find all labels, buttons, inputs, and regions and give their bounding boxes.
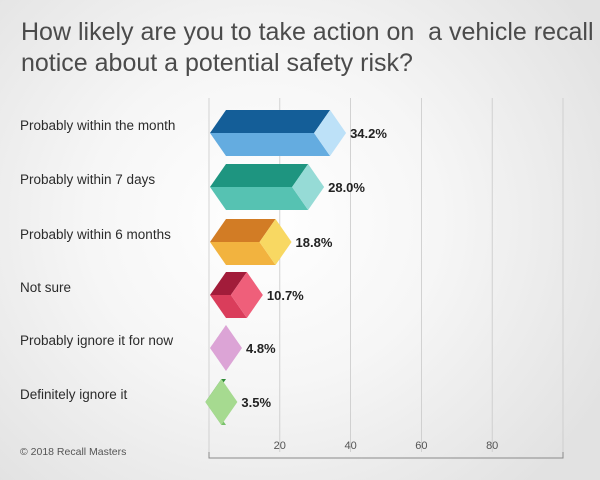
bar-top-face xyxy=(210,272,247,295)
category-label: Probably within 6 months xyxy=(20,227,171,242)
value-label: 4.8% xyxy=(246,341,276,356)
x-tick-label: 40 xyxy=(344,440,356,452)
category-label: Probably within 7 days xyxy=(20,172,155,187)
bar-front-face xyxy=(210,295,247,318)
chart-title: How likely are you to take action on a v… xyxy=(21,17,594,79)
category-label: Probably within the month xyxy=(20,118,175,133)
category-label: Probably ignore it for now xyxy=(20,333,173,348)
value-label: 18.8% xyxy=(296,235,333,250)
bar-front-face xyxy=(210,187,309,210)
bar-front-face xyxy=(210,242,276,265)
x-tick-label: 80 xyxy=(486,440,498,452)
value-label: 10.7% xyxy=(267,288,304,303)
bar-top-face xyxy=(210,164,309,187)
x-tick-label: 60 xyxy=(415,440,427,452)
chart-title-line-1: How likely are you to take action on a v… xyxy=(21,18,594,46)
x-tick-label: 20 xyxy=(274,440,286,452)
chart-title-line-2: notice about a potential safety risk? xyxy=(21,49,413,77)
bar-top-face xyxy=(210,110,331,133)
bar-end-cap xyxy=(314,110,347,156)
category-label: Definitely ignore it xyxy=(20,387,128,402)
x-axis-line xyxy=(208,452,564,459)
bar-end-cap xyxy=(292,164,325,210)
bar-end-cap xyxy=(230,272,263,318)
value-label: 3.5% xyxy=(241,395,271,410)
category-label: Not sure xyxy=(20,280,71,295)
value-label: 34.2% xyxy=(350,126,387,141)
bar-top-face xyxy=(210,219,276,242)
value-label: 28.0% xyxy=(328,180,365,195)
bar-end-cap xyxy=(205,379,238,425)
bar-front-face xyxy=(210,133,331,156)
copyright-text: © 2018 Recall Masters xyxy=(20,446,127,458)
bar-end-cap xyxy=(259,219,292,265)
bar-end-cap xyxy=(209,325,242,371)
